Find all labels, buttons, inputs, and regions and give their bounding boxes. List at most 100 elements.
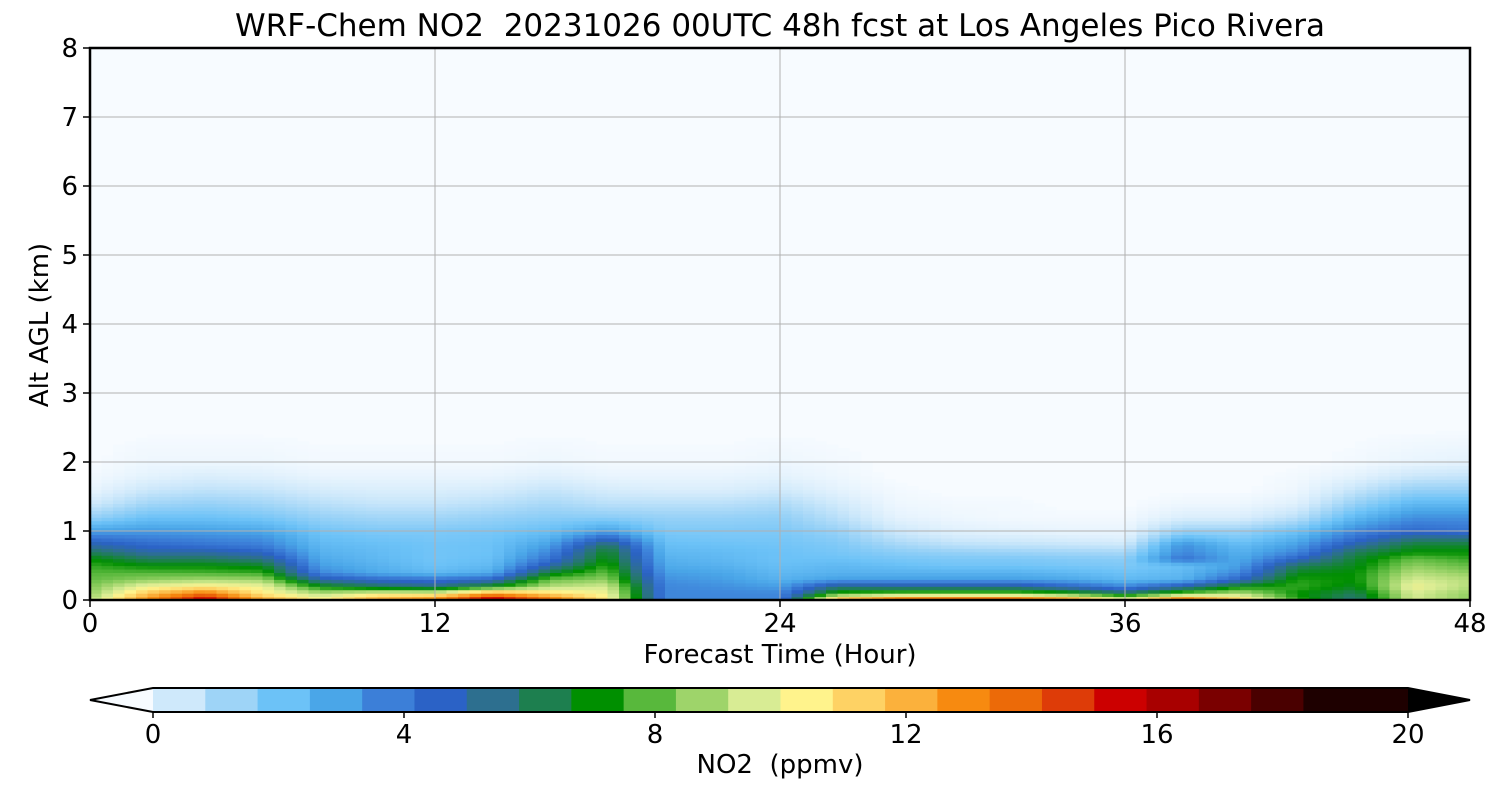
heatmap-cell — [665, 589, 678, 594]
heatmap-cell — [1309, 596, 1322, 601]
heatmap-cell — [665, 444, 678, 449]
heatmap-cell — [883, 565, 896, 570]
heatmap-cell — [1263, 479, 1276, 484]
heatmap-cell — [124, 531, 137, 536]
heatmap-cell — [837, 562, 850, 567]
heatmap-cell — [561, 444, 574, 449]
heatmap-cell — [113, 482, 126, 487]
heatmap-cell — [1401, 506, 1414, 511]
heatmap-cell — [665, 596, 678, 601]
heatmap-cell — [1021, 531, 1034, 536]
heatmap-cell — [481, 586, 494, 591]
heatmap-cell — [446, 444, 459, 449]
heatmap-cell — [193, 503, 206, 508]
heatmap-cell — [193, 496, 206, 501]
heatmap-cell — [504, 544, 517, 549]
heatmap-cell — [1378, 558, 1391, 563]
heatmap-cell — [596, 537, 609, 542]
heatmap-cell — [929, 493, 942, 498]
heatmap-cell — [837, 510, 850, 515]
heatmap-cell — [412, 517, 425, 522]
heatmap-cell — [1401, 513, 1414, 518]
heatmap-cell — [170, 458, 183, 463]
heatmap-cell — [619, 575, 632, 580]
heatmap-cell — [1309, 472, 1322, 477]
heatmap-cell — [515, 534, 528, 539]
heatmap-cell — [170, 489, 183, 494]
heatmap-cell — [101, 531, 114, 536]
heatmap-cell — [1412, 593, 1425, 598]
heatmap-cell — [814, 534, 827, 539]
heatmap-cell — [1332, 531, 1345, 536]
heatmap-cell — [297, 475, 310, 480]
heatmap-cell — [745, 468, 758, 473]
heatmap-cell — [193, 534, 206, 539]
heatmap-cell — [653, 555, 666, 560]
heatmap-cell — [435, 551, 448, 556]
heatmap-cell — [1458, 562, 1471, 567]
heatmap-cell — [170, 593, 183, 598]
heatmap-cell — [826, 548, 839, 553]
heatmap-cell — [814, 468, 827, 473]
heatmap-cell — [228, 558, 241, 563]
heatmap-cell — [699, 562, 712, 567]
heatmap-cell — [124, 568, 137, 573]
x-axis-label: Forecast Time (Hour) — [643, 640, 917, 670]
heatmap-cell — [446, 479, 459, 484]
heatmap-cell — [170, 493, 183, 498]
heatmap-cell — [481, 468, 494, 473]
heatmap-cell — [895, 558, 908, 563]
heatmap-cell — [216, 506, 229, 511]
heatmap-cell — [1297, 531, 1310, 536]
heatmap-cell — [1228, 503, 1241, 508]
heatmap-cell — [791, 551, 804, 556]
heatmap-cell — [1458, 524, 1471, 529]
heatmap-cell — [803, 596, 816, 601]
heatmap-cell — [791, 448, 804, 453]
heatmap-cell — [320, 499, 333, 504]
heatmap-cell — [1424, 562, 1437, 567]
heatmap-cell — [182, 517, 195, 522]
heatmap-cell — [412, 568, 425, 573]
heatmap-cell — [1044, 575, 1057, 580]
heatmap-cell — [1435, 520, 1448, 525]
heatmap-cell — [1205, 593, 1218, 598]
heatmap-cell — [814, 562, 827, 567]
heatmap-cell — [584, 589, 597, 594]
heatmap-cell — [1251, 520, 1264, 525]
heatmap-cell — [688, 541, 701, 546]
heatmap-cell — [458, 537, 471, 542]
heatmap-cell — [1010, 527, 1023, 532]
heatmap-cell — [239, 575, 252, 580]
heatmap-cell — [1424, 458, 1437, 463]
heatmap-cell — [504, 582, 517, 587]
heatmap-cell — [1067, 582, 1080, 587]
heatmap-cell — [1274, 562, 1287, 567]
heatmap-cell — [492, 575, 505, 580]
heatmap-cell — [435, 489, 448, 494]
heatmap-cell — [734, 496, 747, 501]
heatmap-cell — [308, 534, 321, 539]
heatmap-cell — [642, 493, 655, 498]
heatmap-cell — [1412, 479, 1425, 484]
heatmap-cell — [814, 551, 827, 556]
heatmap-cell — [665, 579, 678, 584]
heatmap-cell — [1159, 527, 1172, 532]
heatmap-cell — [561, 465, 574, 470]
heatmap-cell — [1412, 537, 1425, 542]
heatmap-cell — [1079, 568, 1092, 573]
heatmap-cell — [515, 568, 528, 573]
heatmap-cell — [1320, 510, 1333, 515]
heatmap-cell — [366, 510, 379, 515]
heatmap-cell — [1125, 517, 1138, 522]
heatmap-cell — [216, 499, 229, 504]
heatmap-cell — [1424, 534, 1437, 539]
heatmap-cell — [1044, 513, 1057, 518]
heatmap-cell — [481, 503, 494, 508]
heatmap-cell — [1102, 531, 1115, 536]
heatmap-cell — [941, 524, 954, 529]
heatmap-cell — [849, 586, 862, 591]
heatmap-cell — [653, 465, 666, 470]
heatmap-cell — [101, 513, 114, 518]
heatmap-cell — [1113, 555, 1126, 560]
